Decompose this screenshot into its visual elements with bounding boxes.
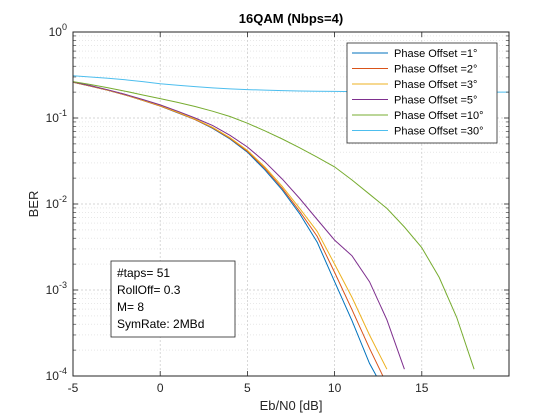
- x-tick-labels: -5 0 5 10 15: [68, 381, 429, 395]
- legend-box: [346, 42, 498, 144]
- x-tick-label: 5: [244, 381, 251, 395]
- y-tick-label: 10-2: [46, 194, 67, 211]
- x-tick-label: -5: [68, 381, 79, 395]
- tick-marks: [72, 31, 509, 377]
- legend-entry: Phase Offset =5°: [394, 95, 477, 107]
- y-tick-labels: 10-4 10-3 10-2 10-1 100: [46, 22, 67, 383]
- x-tick-label: 0: [157, 381, 164, 395]
- annotation-line: RollOff= 0.3: [117, 283, 181, 297]
- annotation-line: SymRate: 2MBd: [117, 317, 204, 331]
- legend-entry: Phase Offset =10°: [394, 110, 484, 122]
- series-lines: [73, 75, 509, 376]
- legend: Phase Offset =1° Phase Offset =2° Phase Of…: [346, 42, 498, 144]
- x-axis-label: Eb/N0 [dB]: [260, 398, 323, 413]
- annotation-line: M= 8: [117, 300, 144, 314]
- legend-entry: Phase Offset =1°: [394, 48, 477, 60]
- x-tick-label: 15: [415, 381, 429, 395]
- y-tick-label: 10-1: [46, 108, 67, 125]
- legend-entry: Phase Offset =3°: [394, 79, 477, 91]
- y-axis-label: BER: [26, 191, 41, 218]
- legend-entry: Phase Offset =30°: [394, 126, 484, 138]
- y-tick-label: 100: [49, 22, 67, 39]
- legend-entry: Phase Offset =2°: [394, 64, 477, 76]
- annotation-box: [110, 260, 236, 338]
- y-tick-label: 10-4: [46, 366, 67, 383]
- y-tick-label: 10-3: [46, 280, 67, 297]
- annotation-line: #taps= 51: [117, 266, 170, 280]
- parameter-annotation: #taps= 51 RollOff= 0.3 M= 8 SymRate: 2MB…: [110, 260, 236, 338]
- series-line-4: [73, 81, 405, 370]
- chart-title: 16QAM (Nbps=4): [239, 11, 343, 26]
- x-tick-label: 10: [328, 381, 342, 395]
- series-line-5: [73, 81, 475, 370]
